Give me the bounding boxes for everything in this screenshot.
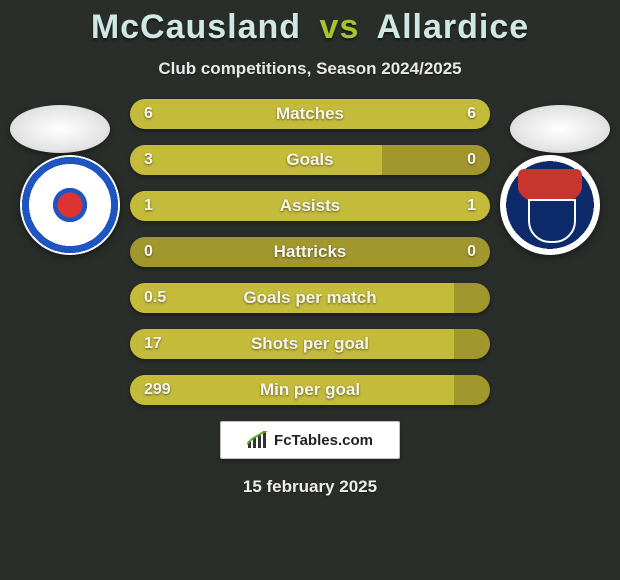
stat-row: 66Matches (130, 99, 490, 129)
stat-bars: 66Matches 30Goals 11Assists 00Hattricks 0.5G… (130, 95, 490, 405)
stat-label: Matches (130, 99, 490, 129)
stat-row: 0.5Goals per match (130, 283, 490, 313)
chart-icon (247, 431, 269, 449)
stat-row: 11Assists (130, 191, 490, 221)
stat-label: Goals per match (130, 283, 490, 313)
date-label: 15 february 2025 (0, 477, 620, 497)
comparison-title: McCausland vs Allardice (0, 0, 620, 47)
subtitle: Club competitions, Season 2024/2025 (0, 59, 620, 79)
stat-label: Assists (130, 191, 490, 221)
player-1-portrait (10, 105, 110, 153)
stat-row: 00Hattricks (130, 237, 490, 267)
player-2-portrait (510, 105, 610, 153)
brand-text: FcTables.com (274, 432, 373, 449)
club-crest-right (500, 155, 600, 255)
brand-badge[interactable]: FcTables.com (220, 421, 400, 459)
comparison-panel: 66Matches 30Goals 11Assists 00Hattricks 0.5G… (0, 95, 620, 405)
stat-row: 299Min per goal (130, 375, 490, 405)
stat-label: Shots per goal (130, 329, 490, 359)
stat-label: Goals (130, 145, 490, 175)
stat-row: 30Goals (130, 145, 490, 175)
stat-label: Min per goal (130, 375, 490, 405)
player-1-name: McCausland (91, 8, 301, 46)
club-crest-left (20, 155, 120, 255)
player-2-name: Allardice (377, 8, 530, 46)
stat-row: 17Shots per goal (130, 329, 490, 359)
stat-label: Hattricks (130, 237, 490, 267)
vs-separator: vs (320, 8, 360, 46)
